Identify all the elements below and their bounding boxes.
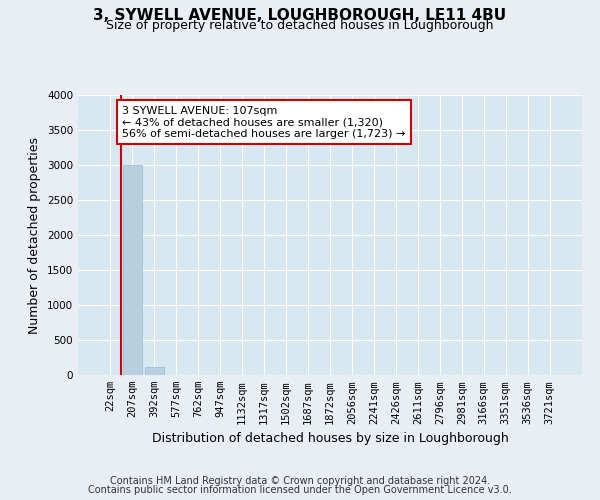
- Bar: [123, 165, 142, 375]
- Text: Contains HM Land Registry data © Crown copyright and database right 2024.: Contains HM Land Registry data © Crown c…: [110, 476, 490, 486]
- Text: Size of property relative to detached houses in Loughborough: Size of property relative to detached ho…: [106, 18, 494, 32]
- Text: 3 SYWELL AVENUE: 107sqm
← 43% of detached houses are smaller (1,320)
56% of semi: 3 SYWELL AVENUE: 107sqm ← 43% of detache…: [122, 106, 406, 138]
- Bar: [145, 368, 164, 375]
- Text: Contains public sector information licensed under the Open Government Licence v3: Contains public sector information licen…: [88, 485, 512, 495]
- X-axis label: Distribution of detached houses by size in Loughborough: Distribution of detached houses by size …: [152, 432, 508, 445]
- Text: 3, SYWELL AVENUE, LOUGHBOROUGH, LE11 4BU: 3, SYWELL AVENUE, LOUGHBOROUGH, LE11 4BU: [94, 8, 506, 22]
- Y-axis label: Number of detached properties: Number of detached properties: [28, 136, 41, 334]
